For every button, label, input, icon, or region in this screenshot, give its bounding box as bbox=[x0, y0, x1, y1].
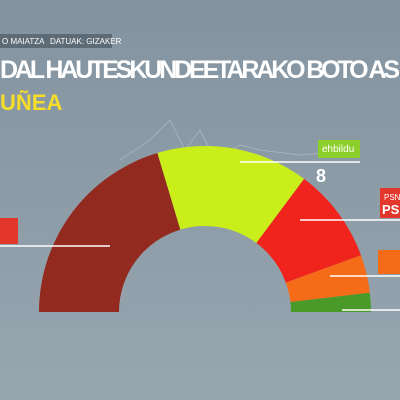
header-date: O MAIATZA bbox=[2, 37, 45, 46]
seat-segment bbox=[157, 145, 305, 244]
party-label: PSN bbox=[384, 193, 400, 202]
party-badge bbox=[378, 250, 400, 274]
header-source: DATUAK: GIZAKER bbox=[50, 37, 122, 46]
seat-segment bbox=[290, 292, 371, 312]
subtitle: UÑEA bbox=[0, 90, 62, 115]
header-bar bbox=[0, 34, 112, 48]
party-badge bbox=[318, 140, 360, 158]
party-icon bbox=[0, 218, 18, 244]
callout: PS bbox=[382, 202, 400, 217]
seat-segment bbox=[285, 255, 370, 303]
bg-line bbox=[119, 119, 361, 161]
seat-segment bbox=[39, 152, 181, 312]
seat-segment bbox=[256, 178, 361, 283]
party-label: ehbildu bbox=[322, 144, 354, 155]
seat-count: 8 bbox=[316, 166, 326, 186]
party-badge bbox=[380, 188, 400, 218]
title: DAL HAUTESKUNDEETARAKO BOTO AS bbox=[0, 56, 400, 84]
